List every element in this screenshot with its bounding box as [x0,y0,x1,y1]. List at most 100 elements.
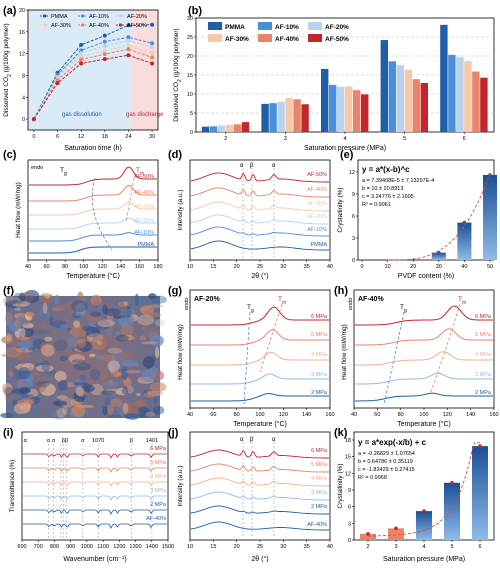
grain [61,327,74,331]
grain [104,396,112,408]
grain [117,301,128,307]
panel-e-param-c: c = 3.24776 ± 2.1605 [362,194,414,200]
panel-b: (b) 2 3 4 5 6 0 5 10 15 20 25 30 PMMA AF-10% AF-20% A… [173,5,495,152]
panel-h-tg-label: Tg [400,304,407,314]
panel-c-xlabel: Temperature (°C) [66,272,120,280]
panel-d-ylabel: Intensity (a.u.) [177,189,184,230]
curve-line [29,201,157,216]
panel-g-xtick-label: 160 [325,412,334,418]
grain [40,314,47,319]
grain [143,392,159,398]
panel-j-ylabel: Intensity (a.u.) [177,465,184,506]
panel-e-param-a: a = 7.39408E-5 ± 7.13297E-4 [362,178,434,184]
panel-k-equation: y = a*exp(-x/b) + c [358,438,427,447]
grain [4,311,13,325]
panel-k-xtick-label: 3 [394,544,397,550]
panel-a-region-dissolution [28,10,132,130]
panel-d-peak-label-1: α [240,163,244,169]
panel-c-xtick-label: 180 [153,264,162,270]
panel-c-xtick-label: 60 [44,264,50,270]
data-point [102,48,107,53]
legend-label: AF-20% [127,14,147,20]
panel-j-peak-label-1: α [240,437,244,443]
grain [87,333,104,342]
data-point [102,52,107,57]
bar-AF-50% [361,94,369,132]
data-point [126,23,131,28]
grain [134,293,139,306]
panel-e-param-r2: R² = 0.9961 [362,202,391,208]
curve-label: 5 MPa [475,332,492,338]
grain [95,320,111,330]
curve-label: 2 MPa [150,502,167,508]
curve-label: AF-30% [134,204,154,210]
bar-AF-40% [293,99,301,132]
panel-c-xtick-label: 120 [98,264,107,270]
grain [13,402,30,414]
grain [14,307,21,312]
band-label: α [81,438,85,444]
legend-swatch [308,34,322,42]
band-label: 1401 [146,438,158,444]
grain [149,312,162,318]
panel-j-xlabel: 2θ (°) [251,555,268,563]
panel-k-xtick-label: 5 [450,544,453,550]
curve-label: AF-40% [134,190,154,196]
grain [19,394,34,398]
panel-h-title: AF-40% [358,296,384,303]
grain [41,360,51,373]
curve-label: AF-20% [307,214,327,220]
data-point [79,57,84,62]
panel-a-xtick-label: 18 [102,134,108,140]
grain [7,367,14,374]
panel-b-ytick-label: 15 [187,73,193,79]
grain [153,394,158,406]
data-point [488,173,492,177]
grain [8,334,20,348]
panel-k-xlabel: Saturation pressure (MPa) [383,556,465,563]
band-label: β [65,438,68,444]
curve-label: AF-10% [134,230,154,236]
panel-b-letter: (b) [188,5,202,17]
panel-b-ytick-label: 10 [187,92,193,98]
panel-a-ytick-label: 4 [22,95,25,101]
curve-line [190,172,329,183]
panel-j-xtick-label: 35 [304,544,310,550]
data-point [79,61,84,66]
panel-e-xtick-label: 40 [461,264,467,270]
panel-a-ytick-label: 0 [22,117,25,123]
grain [85,315,102,322]
data-point [102,39,107,44]
panel-e-param-b: b = 10 ± 20.8913 [362,186,403,192]
grain [57,304,67,308]
panel-h-xtick-label: 40 [351,412,357,418]
curve-label: 6 MPa [311,448,328,454]
grain [54,294,60,305]
panel-i-xtick-label: 700 [34,544,43,550]
grain [18,387,31,394]
panel-c-endo-label: endo [31,165,43,171]
panel-g-curve-labels: 6 MPa 5 MPa 4 MPa 3 MPa 2 MPa [311,314,328,396]
panel-e-xticks: 0 10 20 30 40 50 [360,260,493,270]
grain [39,309,50,320]
grain [59,355,68,362]
legend-label: AF-50% [325,36,349,43]
panel-g-frame [189,289,331,409]
panel-i-band-labels: α α α β β α 1070 β 1401 [24,438,158,444]
grain [149,382,167,392]
legend-label: AF-10% [275,24,299,31]
panel-i-letter: (i) [3,427,14,439]
curve-line [23,495,167,501]
curve-label: AF-50% [134,174,154,180]
legend-marker [80,14,85,18]
data-point [102,57,107,62]
grain [0,412,13,419]
panel-g: (g) AF-20% Tg Tm 6 MPa 5 MPa 4 MPa 3 MPa 2 M… [168,285,335,428]
grain [75,386,85,396]
panel-f-letter: (f) [3,285,14,297]
grain [110,398,123,407]
data-point [150,22,155,27]
panel-c-tm-label: Tm [136,167,144,177]
bar-3MPa [388,528,404,540]
